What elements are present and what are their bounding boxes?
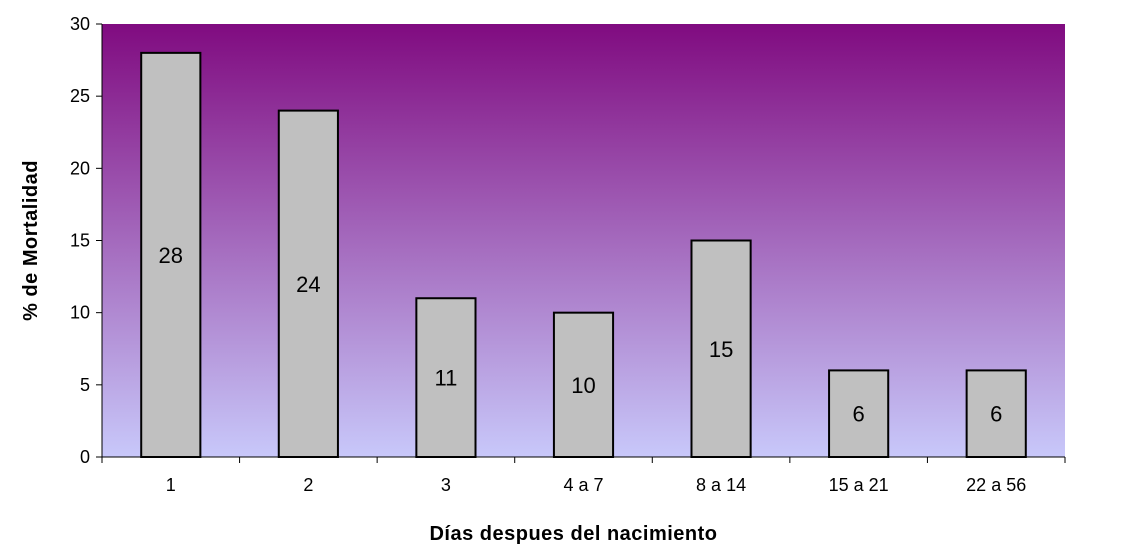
y-axis-title: % de Mortalidad: [20, 160, 42, 321]
bar-value-label: 10: [571, 373, 595, 398]
bar-value-label: 15: [709, 337, 733, 362]
bar: [140, 51, 202, 458]
bar: [828, 369, 890, 458]
y-axis: 0 5 10 15 20 25 30: [70, 14, 103, 467]
x-tick-label: 1: [166, 475, 176, 495]
x-axis: 1 2 3 4 a 7 8 a 14 15 a 21 22 a 56: [101, 456, 1066, 495]
y-tick-label: 30: [70, 14, 90, 34]
x-tick-label: 22 a 56: [966, 475, 1026, 495]
x-axis-title: Días despues del nacimiento: [429, 523, 717, 545]
y-tick-label: 25: [70, 86, 90, 106]
y-tick-label: 15: [70, 231, 90, 251]
bar: [277, 109, 339, 458]
bar: [552, 311, 615, 458]
x-tick-label: 3: [441, 475, 451, 495]
bar-value-label: 24: [296, 272, 320, 297]
bar-value-label: 28: [159, 243, 183, 268]
bar-value-label: 6: [990, 402, 1002, 427]
x-tick-label: 4 a 7: [563, 475, 603, 495]
y-tick-label: 20: [70, 158, 90, 178]
y-tick-label: 10: [70, 303, 90, 323]
bar-value-label: 11: [435, 366, 458, 391]
y-tick-label: 0: [80, 447, 90, 467]
bar: [690, 239, 752, 458]
bar: [965, 369, 1027, 458]
x-tick-label: 2: [303, 475, 313, 495]
bars-group: 28 24 11 10 15 6 6: [140, 51, 1027, 458]
y-tick-label: 5: [80, 375, 90, 395]
x-tick-label: 15 a 21: [829, 475, 889, 495]
x-tick-label: 8 a 14: [696, 475, 746, 495]
bar-value-label: 6: [853, 402, 865, 427]
